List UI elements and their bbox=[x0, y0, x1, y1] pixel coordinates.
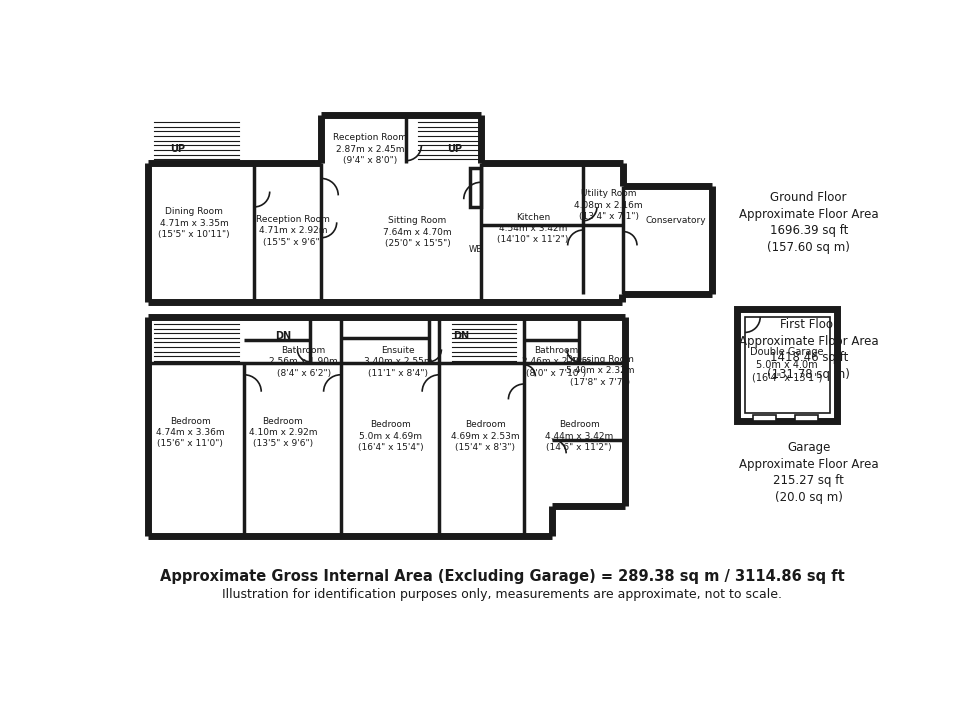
Text: Ground Floor
Approximate Floor Area
1696.39 sq ft
(157.60 sq m): Ground Floor Approximate Floor Area 1696… bbox=[739, 191, 878, 254]
Text: Bedroom
4.69m x 2.53m
(15'4" x 8'3"): Bedroom 4.69m x 2.53m (15'4" x 8'3") bbox=[451, 420, 519, 452]
Bar bbox=[795, 415, 818, 421]
Text: Bedroom
4.74m x 3.36m
(15'6" x 11'0"): Bedroom 4.74m x 3.36m (15'6" x 11'0") bbox=[156, 417, 224, 449]
Text: Kitchen
4.54m x 3.42m
(14'10" x 11'2"): Kitchen 4.54m x 3.42m (14'10" x 11'2") bbox=[498, 212, 568, 244]
Text: Utility Room
4.08m x 2.16m
(13'4" x 7'1"): Utility Room 4.08m x 2.16m (13'4" x 7'1"… bbox=[574, 189, 643, 222]
Text: Dining Room
4.71m x 3.35m
(15'5" x 10'11"): Dining Room 4.71m x 3.35m (15'5" x 10'11… bbox=[159, 207, 230, 239]
Text: WB: WB bbox=[468, 244, 482, 254]
Text: UP: UP bbox=[170, 144, 185, 154]
Text: Approximate Gross Internal Area (Excluding Garage) = 289.38 sq m / 3114.86 sq ft: Approximate Gross Internal Area (Excludi… bbox=[160, 569, 845, 584]
Text: DN: DN bbox=[454, 331, 469, 341]
Bar bbox=[481, 182, 623, 294]
Text: Illustration for identification purposes only, measurements are approximate, not: Illustration for identification purposes… bbox=[222, 588, 782, 601]
Text: Double Garage
5.0m x 4.0m
(16'4" x 13'1"): Double Garage 5.0m x 4.0m (16'4" x 13'1"… bbox=[751, 347, 824, 383]
Text: Bedroom
4.10m x 2.92m
(13'5" x 9'6"): Bedroom 4.10m x 2.92m (13'5" x 9'6") bbox=[249, 417, 318, 449]
Bar bbox=[553, 364, 625, 536]
Text: Bedroom
5.0m x 4.69m
(16'4" x 15'4"): Bedroom 5.0m x 4.69m (16'4" x 15'4") bbox=[358, 420, 423, 452]
Text: Dressing Room
5.40m x 2.32m
(17'8" x 7'7"): Dressing Room 5.40m x 2.32m (17'8" x 7'7… bbox=[565, 355, 634, 387]
Text: Reception Room
2.87m x 2.45m
(9'4" x 8'0"): Reception Room 2.87m x 2.45m (9'4" x 8'0… bbox=[333, 133, 407, 165]
Text: Ensuite
3.40m x 2.55m
(11'1" x 8'4"): Ensuite 3.40m x 2.55m (11'1" x 8'4") bbox=[364, 346, 432, 378]
Bar bbox=[745, 317, 829, 413]
Text: Garage
Approximate Floor Area
215.27 sq ft
(20.0 sq m): Garage Approximate Floor Area 215.27 sq … bbox=[739, 442, 878, 504]
Text: Bathroom
2.46m x 2.40m
(8'0" x 7'10"): Bathroom 2.46m x 2.40m (8'0" x 7'10") bbox=[522, 346, 590, 378]
Bar bbox=[753, 415, 775, 421]
Text: Conservatory: Conservatory bbox=[645, 217, 706, 225]
Text: DN: DN bbox=[274, 331, 291, 341]
Text: Sitting Room
7.64m x 4.70m
(25'0" x 15'5"): Sitting Room 7.64m x 4.70m (25'0" x 15'5… bbox=[383, 217, 452, 248]
Text: Bedroom
4.44m x 3.42m
(14'6" x 11'2"): Bedroom 4.44m x 3.42m (14'6" x 11'2") bbox=[545, 420, 613, 452]
Text: Reception Room
4.71m x 2.92m
(15'5" x 9'6"): Reception Room 4.71m x 2.92m (15'5" x 9'… bbox=[256, 215, 329, 247]
Text: Bathroom
2.56m x 1.90m
(8'4" x 6'2"): Bathroom 2.56m x 1.90m (8'4" x 6'2") bbox=[270, 346, 338, 378]
Bar bbox=[795, 415, 818, 421]
Bar bbox=[321, 115, 480, 163]
Bar bbox=[737, 309, 837, 421]
Bar bbox=[148, 317, 625, 536]
Text: UP: UP bbox=[447, 144, 462, 154]
Bar bbox=[753, 415, 775, 421]
Bar bbox=[737, 309, 837, 421]
Bar bbox=[470, 168, 480, 207]
Bar bbox=[623, 186, 711, 294]
Text: First Floor
Approximate Floor Area
1418.46 sq ft
(131.78 sq m): First Floor Approximate Floor Area 1418.… bbox=[739, 318, 878, 381]
Bar bbox=[148, 163, 621, 302]
